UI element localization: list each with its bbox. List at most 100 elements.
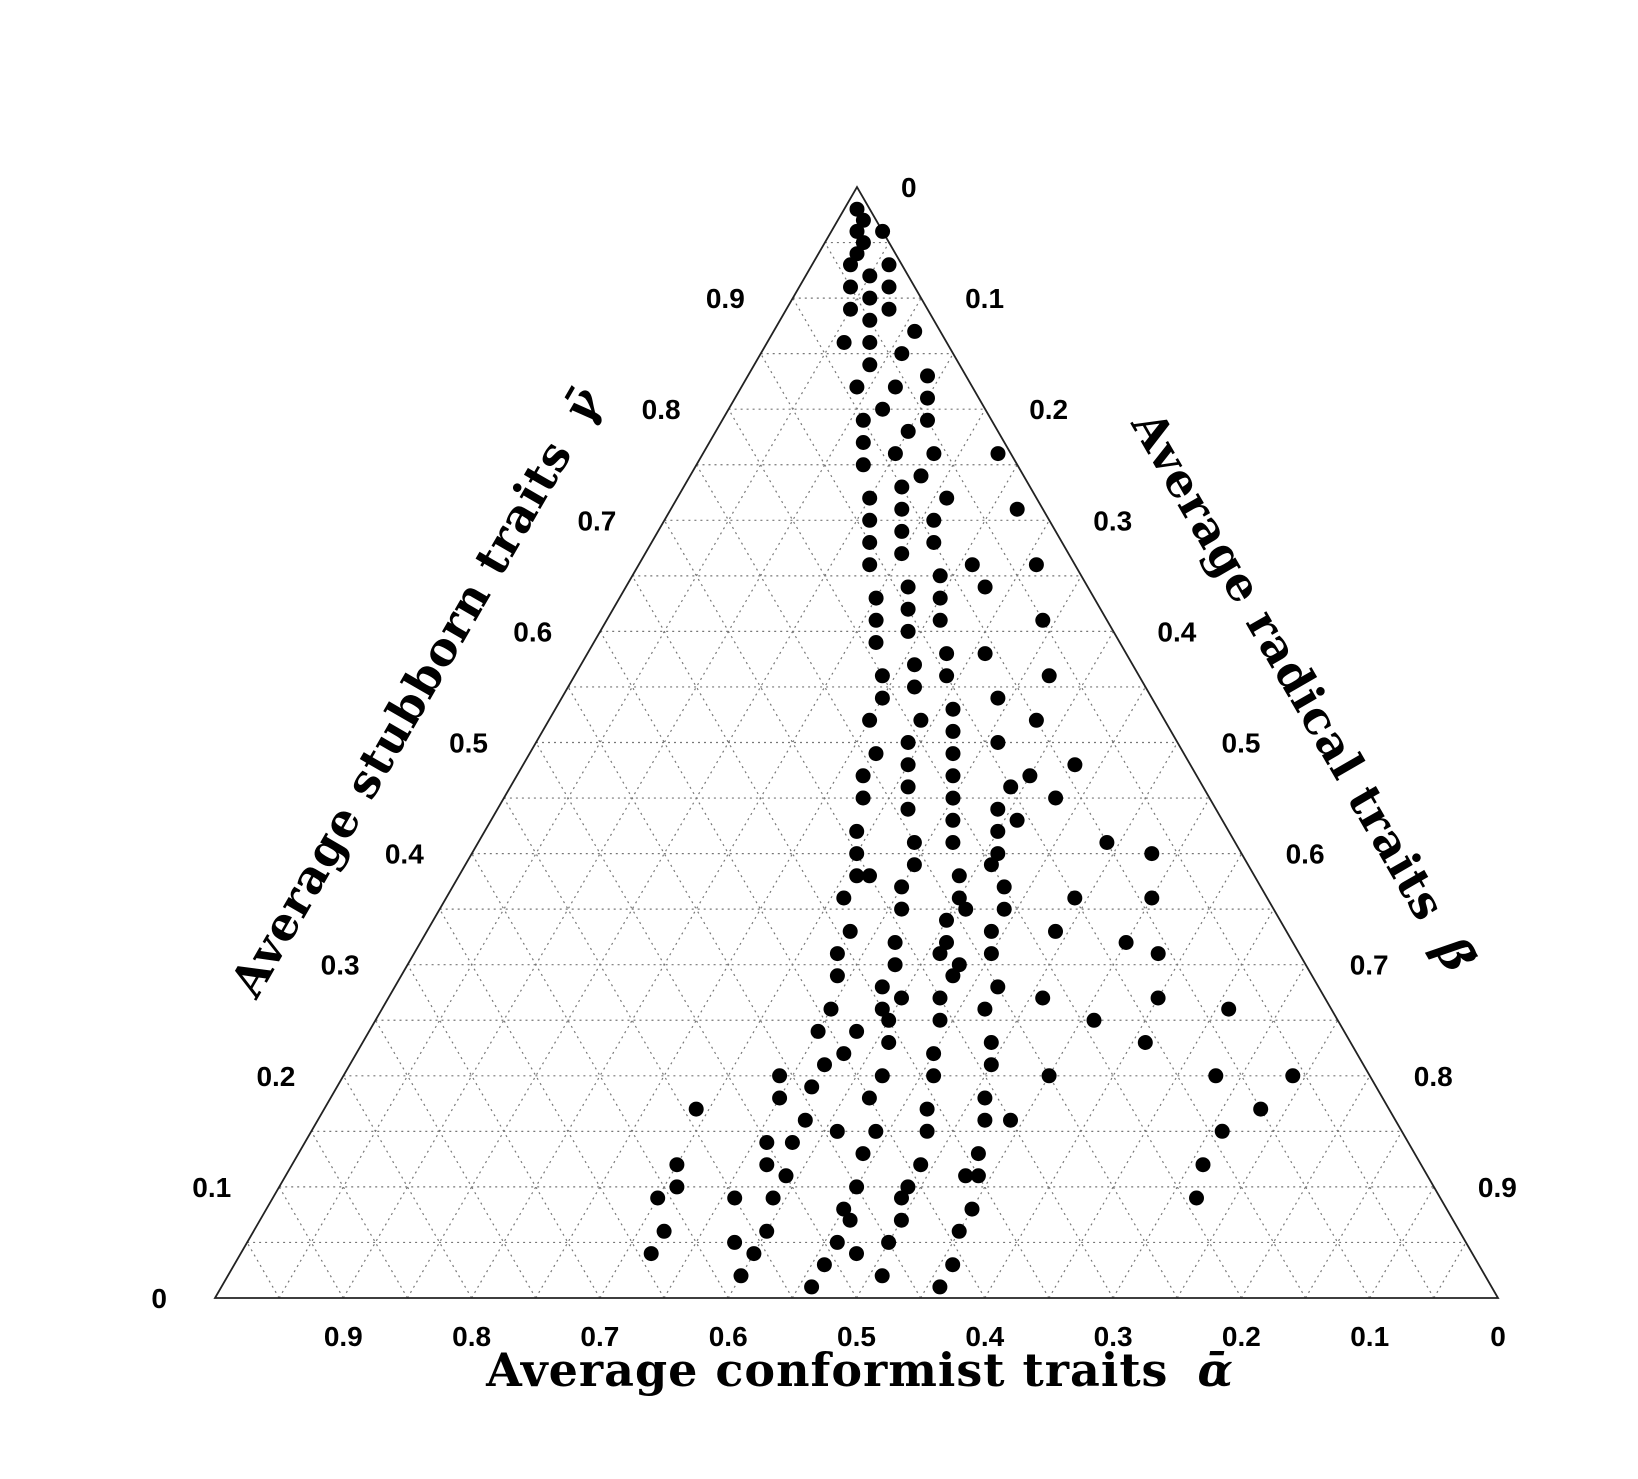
data-point [894, 879, 910, 895]
data-point [887, 935, 903, 950]
grid-line-beta [535, 464, 1018, 1299]
data-point [887, 957, 903, 973]
bottom-tick-label: 0.6 [709, 1321, 748, 1352]
data-point [939, 646, 955, 662]
data-point [881, 1012, 897, 1028]
data-point [1003, 1112, 1018, 1128]
data-point [797, 1112, 813, 1128]
data-point [829, 1123, 845, 1139]
data-point [804, 1079, 820, 1095]
data-point [1022, 768, 1038, 784]
data-point [1009, 501, 1025, 517]
grid-line-alpha [695, 464, 1178, 1299]
data-point [1086, 1012, 1102, 1028]
data-point [875, 401, 891, 417]
data-point [1150, 946, 1166, 962]
data-point [920, 368, 935, 384]
grid-line-beta [1048, 908, 1275, 1299]
data-point [868, 590, 884, 606]
data-point [855, 435, 871, 450]
left-tick-label: 0.2 [256, 1061, 295, 1092]
data-point [906, 835, 922, 850]
data-point [874, 1001, 890, 1017]
data-point [1137, 1035, 1153, 1050]
data-point [945, 1257, 961, 1273]
data-point [823, 1001, 839, 1017]
left-axis-title: Average stubborn traits γ̄ [219, 377, 614, 1007]
data-point [894, 546, 910, 562]
data-point [778, 1168, 794, 1184]
data-point [900, 579, 916, 595]
data-point [862, 512, 878, 528]
data-point [939, 912, 954, 928]
left-tick-label: 0.7 [577, 505, 616, 536]
data-point [983, 1035, 999, 1050]
data-point [772, 1068, 788, 1084]
data-point [861, 1090, 877, 1106]
right-axis-title: Average radical traits β̄ [1120, 401, 1487, 982]
data-point [939, 935, 954, 950]
data-point [913, 1157, 929, 1173]
data-point [1028, 712, 1044, 728]
left-tick-label: 0.8 [642, 394, 681, 425]
grid-line-alpha [471, 853, 729, 1299]
data-point [990, 735, 1006, 750]
data-point [1003, 779, 1019, 795]
data-point [862, 557, 878, 573]
grid-line-beta [278, 242, 890, 1299]
data-point [829, 946, 845, 962]
data-point [855, 768, 871, 784]
data-point [951, 1223, 967, 1239]
data-point [874, 1268, 890, 1284]
data-point [643, 1246, 659, 1262]
data-point [964, 557, 980, 573]
data-point [926, 1068, 942, 1084]
data-point [688, 1101, 704, 1117]
data-point [1144, 846, 1160, 862]
data-point [983, 923, 999, 939]
data-point [913, 712, 929, 728]
data-point [970, 1168, 986, 1184]
left-tick-label: 0.5 [449, 728, 488, 759]
data-point [893, 1212, 909, 1228]
bottom-tick-label: 0.2 [1222, 1321, 1261, 1352]
data-point [920, 412, 935, 428]
data-point [874, 690, 890, 706]
grid-line-alpha [374, 1019, 537, 1299]
data-point [862, 868, 877, 884]
bottom-tick-label: 0.1 [1350, 1321, 1389, 1352]
data-point [874, 1068, 890, 1084]
data-point [765, 1190, 781, 1206]
bottom-tick-label: 0.4 [965, 1321, 1004, 1352]
bottom-axis-title: Average conformist traits ᾱ [485, 1343, 1234, 1397]
grid-line-beta [727, 631, 1114, 1299]
data-point [990, 979, 1006, 995]
data-point [945, 723, 961, 739]
data-point [849, 223, 865, 239]
data-point [1214, 1123, 1230, 1139]
data-point [894, 901, 910, 917]
data-point [951, 890, 967, 906]
data-point [855, 212, 871, 228]
data-point [907, 323, 923, 339]
data-point [1009, 812, 1025, 828]
data-point [849, 379, 865, 395]
data-point [990, 446, 1006, 462]
grid-line-beta [791, 686, 1146, 1299]
grid-line-alpha [728, 408, 1242, 1299]
grid-line-alpha [760, 353, 1307, 1299]
data-point [804, 1279, 820, 1295]
data-point [926, 446, 942, 462]
data-point [849, 1246, 864, 1262]
data-point [1048, 790, 1064, 806]
data-point [887, 446, 903, 462]
data-point [977, 1112, 993, 1128]
data-point [900, 757, 916, 773]
grid-line-alpha [246, 1242, 280, 1299]
left-tick-label: 0.1 [192, 1172, 231, 1203]
triangle-frame [213, 185, 1500, 1299]
data-point [746, 1246, 762, 1262]
grid-lines [246, 241, 1467, 1299]
data-point [945, 746, 961, 762]
